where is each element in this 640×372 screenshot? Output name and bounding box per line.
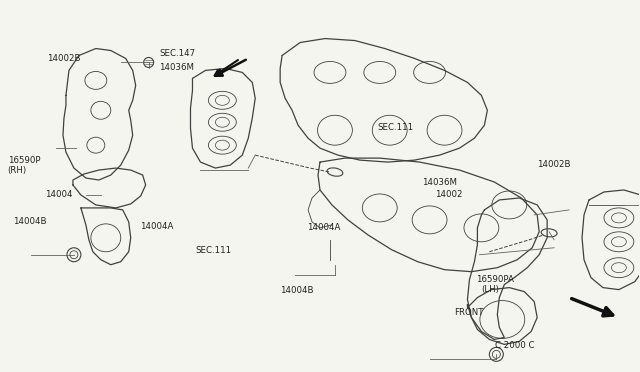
Text: 14002B: 14002B xyxy=(47,54,81,62)
Text: FRONT: FRONT xyxy=(454,308,483,317)
Text: SEC.147: SEC.147 xyxy=(159,49,195,58)
Text: SEC.111: SEC.111 xyxy=(378,123,413,132)
Text: 16590PA: 16590PA xyxy=(476,275,514,284)
Text: 14004B: 14004B xyxy=(280,286,314,295)
Text: 14002: 14002 xyxy=(435,190,462,199)
Text: C 2000 C: C 2000 C xyxy=(495,341,535,350)
Text: 14004: 14004 xyxy=(45,190,72,199)
Text: (LH): (LH) xyxy=(481,285,499,294)
Text: 14004B: 14004B xyxy=(13,217,46,226)
Text: SEC.111: SEC.111 xyxy=(196,246,232,255)
Text: 14004A: 14004A xyxy=(140,222,173,231)
Text: 14002B: 14002B xyxy=(537,160,570,169)
Text: 14036M: 14036M xyxy=(159,63,195,72)
Text: 16590P: 16590P xyxy=(8,155,40,164)
Text: 14004A: 14004A xyxy=(307,223,340,232)
Text: 14036M: 14036M xyxy=(422,178,457,187)
Text: (RH): (RH) xyxy=(8,166,27,174)
